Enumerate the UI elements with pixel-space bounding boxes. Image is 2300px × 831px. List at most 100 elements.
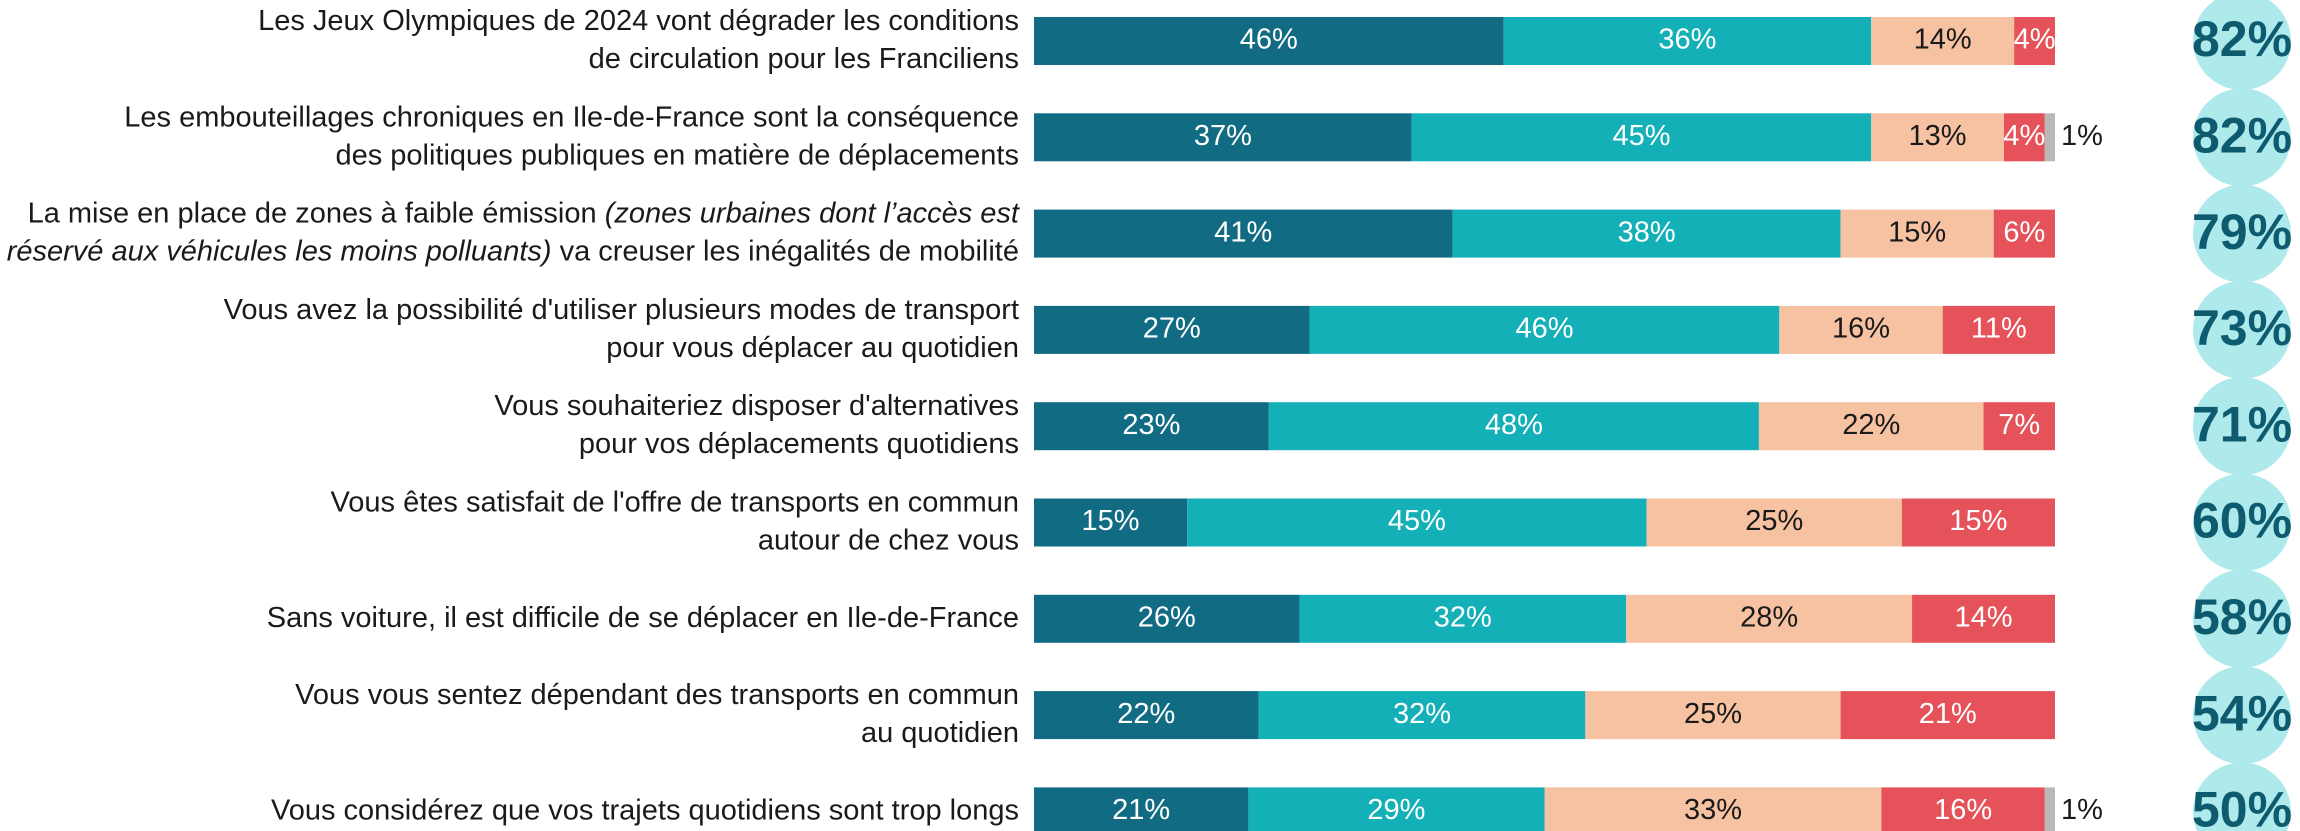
- value-label: 23%: [1122, 409, 1180, 441]
- category-label: Vous êtes satisfait de l'offre de transp…: [331, 486, 1019, 518]
- bar-segment: [1034, 113, 1412, 162]
- bar-segment: [1646, 498, 1902, 547]
- category-label: Les embouteillages chroniques en Ile-de-…: [124, 101, 1019, 133]
- category-label-part: Vous souhaiteriez disposer d'alternative…: [494, 390, 1019, 422]
- category-label-part: réservé aux véhicules les moins polluant…: [7, 235, 552, 267]
- value-label: 36%: [1658, 24, 1716, 56]
- bar-segment: [1268, 402, 1759, 451]
- category-label-part: va creuser les inégalités de mobilité: [552, 235, 1019, 267]
- value-label: 21%: [1112, 794, 1170, 826]
- bar-segment: [1901, 498, 2055, 547]
- bar-segment: [1881, 787, 2045, 831]
- category-label: Vous considérez que vos trajets quotidie…: [271, 794, 1019, 826]
- category-label: de circulation pour les Franciliens: [589, 43, 1019, 75]
- bar-segment: [1034, 209, 1453, 258]
- total-badge: [2193, 569, 2291, 668]
- value-label: 14%: [1914, 24, 1972, 56]
- value-label: 25%: [1684, 698, 1742, 730]
- category-label: réservé aux véhicules les moins polluant…: [7, 235, 1019, 267]
- total-label: 58%: [2192, 589, 2292, 645]
- value-label: 28%: [1740, 601, 1798, 633]
- value-label: 45%: [1612, 120, 1670, 152]
- category-label-part: Vous avez la possibilité d'utiliser plus…: [224, 294, 1019, 326]
- total-badge: [2193, 280, 2291, 379]
- total-badge: [2193, 88, 2291, 187]
- value-label: 32%: [1434, 601, 1492, 633]
- category-label: des politiques publiques en matière de d…: [335, 139, 1019, 171]
- bar-segment: [1034, 787, 1249, 831]
- value-label: 11%: [1971, 313, 2027, 345]
- bar-segment: [1034, 498, 1188, 547]
- value-label: 45%: [1388, 505, 1446, 537]
- bar-segment: [1585, 691, 1841, 740]
- total-badge: [2193, 473, 2291, 572]
- category-label: Vous souhaiteriez disposer d'alternative…: [494, 390, 1019, 422]
- bar-segment: [1871, 113, 2004, 162]
- total-badge: [2193, 184, 2291, 283]
- value-label: 32%: [1393, 698, 1451, 730]
- value-label: 1%: [2061, 794, 2103, 826]
- category-label-part: au quotidien: [861, 717, 1019, 749]
- category-label-part: Sans voiture, il est difficile de se dép…: [267, 601, 1019, 633]
- bar-segment: [1993, 209, 2055, 258]
- category-label-part: Les Jeux Olympiques de 2024 vont dégrade…: [258, 5, 1019, 37]
- bar-segment: [1258, 691, 1586, 740]
- bar-segment: [1248, 787, 1545, 831]
- category-label-part: Vous êtes satisfait de l'offre de transp…: [331, 486, 1019, 518]
- category-label: pour vos déplacements quotidiens: [579, 428, 1019, 460]
- bar-segment: [1503, 17, 1872, 65]
- bar-segment: [1411, 113, 1872, 162]
- value-label: 1%: [2061, 120, 2103, 152]
- category-label: pour vous déplacer au quotidien: [606, 332, 1019, 364]
- bar-segment: [2003, 113, 2045, 162]
- bar-segment: [1034, 402, 1269, 451]
- category-label: autour de chez vous: [758, 524, 1019, 556]
- bar-segment: [1034, 594, 1300, 643]
- bar-segment: [1034, 17, 1504, 65]
- total-label: 73%: [2192, 300, 2292, 356]
- value-label: 37%: [1194, 120, 1252, 152]
- value-label: 26%: [1138, 601, 1196, 633]
- value-label: 16%: [1832, 313, 1890, 345]
- category-label: Vous avez la possibilité d'utiliser plus…: [224, 294, 1019, 326]
- value-label: 16%: [1934, 794, 1992, 826]
- value-label: 15%: [1888, 216, 1946, 248]
- total-label: 82%: [2192, 11, 2292, 67]
- bar-segment: [1034, 305, 1310, 354]
- category-label: Les Jeux Olympiques de 2024 vont dégrade…: [258, 5, 1019, 37]
- bar-segment: [1034, 691, 1259, 740]
- bar-segment: [2014, 17, 2055, 65]
- value-label: 7%: [1998, 409, 2040, 441]
- value-label: 48%: [1485, 409, 1543, 441]
- bar-segment: [1309, 305, 1780, 354]
- category-label-part: La mise en place de zones à faible émiss…: [28, 197, 605, 229]
- bar-segment: [1758, 402, 1984, 451]
- value-label: 15%: [1082, 505, 1140, 537]
- category-label-part: Vous considérez que vos trajets quotidie…: [271, 794, 1019, 826]
- value-label: 4%: [2003, 120, 2045, 152]
- value-label: 13%: [1909, 120, 1967, 152]
- bar-segment: [1779, 305, 1943, 354]
- bar-segment: [1544, 787, 1882, 831]
- value-label: 21%: [1919, 698, 1977, 730]
- category-label-part: Les embouteillages chroniques en Ile-de-…: [124, 101, 1019, 133]
- category-label: au quotidien: [861, 717, 1019, 749]
- total-label: 79%: [2192, 204, 2292, 260]
- total-label: 60%: [2192, 493, 2292, 549]
- category-label-part: Vous vous sentez dépendant des transport…: [295, 679, 1019, 711]
- value-label: 22%: [1117, 698, 1175, 730]
- category-label-part: pour vous déplacer au quotidien: [606, 332, 1019, 364]
- bar-segment: [1983, 402, 2055, 451]
- value-label: 14%: [1955, 601, 2013, 633]
- bar-segment: [2044, 787, 2055, 831]
- bar-segment: [2044, 113, 2055, 162]
- value-label: 38%: [1618, 216, 1676, 248]
- value-label: 41%: [1214, 216, 1272, 248]
- value-label: 29%: [1367, 794, 1425, 826]
- total-label: 71%: [2192, 396, 2292, 452]
- category-label-part: de circulation pour les Franciliens: [589, 43, 1019, 75]
- bar-segment: [1840, 209, 1994, 258]
- bar-segment: [1187, 498, 1647, 547]
- category-label-part: autour de chez vous: [758, 524, 1019, 556]
